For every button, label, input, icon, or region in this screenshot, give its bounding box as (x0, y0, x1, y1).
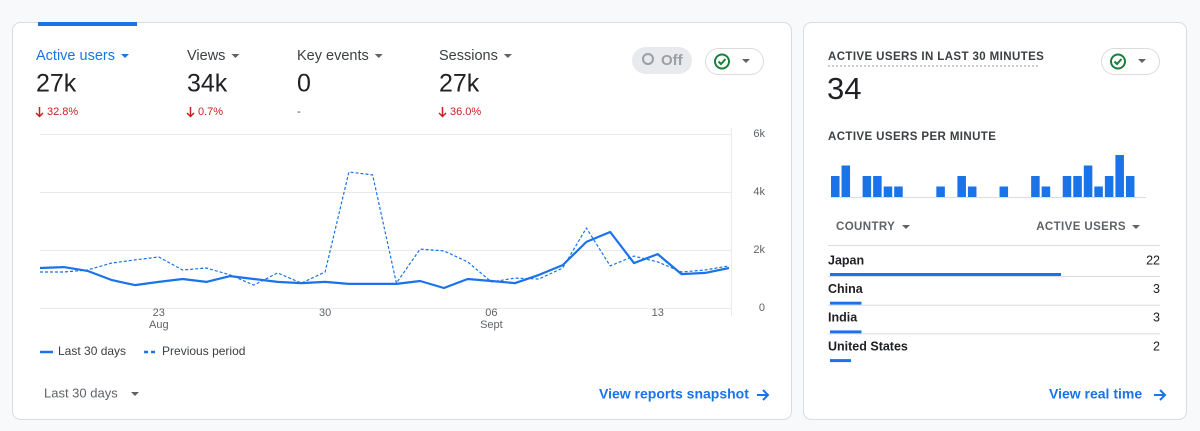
x-tick-label: 30 (319, 307, 331, 319)
metric-label[interactable]: Active users (36, 48, 115, 64)
dropdown-arrow (1138, 59, 1146, 63)
y-tick-label: 2k (753, 244, 765, 256)
bar (1094, 186, 1103, 197)
bar (831, 176, 840, 197)
metric-label[interactable]: Views (187, 48, 225, 64)
period-selector[interactable]: Last 30 days (44, 385, 118, 400)
metric-change: - (297, 106, 301, 118)
check-mark (717, 58, 727, 66)
y-tick-label: 6k (753, 128, 765, 140)
dropdown-arrow (120, 54, 129, 58)
country-value: 3 (1153, 311, 1160, 325)
metric-change: 32.8% (47, 106, 78, 118)
country-value: 3 (1153, 282, 1160, 296)
country-name: United States (828, 339, 908, 353)
country-name: China (828, 282, 864, 296)
realtime-card (803, 22, 1187, 420)
metric-change: 36.0% (450, 106, 481, 118)
bar (957, 176, 966, 197)
bar (894, 186, 903, 197)
link-arrow (1154, 389, 1167, 401)
per-minute-title: ACTIVE USERS PER MINUTE (828, 131, 996, 143)
bar (841, 165, 851, 197)
reports-link[interactable]: View reports snapshot (599, 386, 749, 402)
table-header[interactable]: COUNTRY (836, 221, 895, 233)
bar (1104, 176, 1114, 197)
y-tick-label: 0 (759, 302, 765, 314)
bar (936, 186, 945, 197)
country-value: 2 (1153, 339, 1160, 353)
country-value: 22 (1146, 253, 1160, 267)
badge-icon (642, 53, 654, 65)
x-tick-label: 06 (485, 307, 497, 319)
bar (999, 186, 1009, 197)
dropdown-arrow (374, 54, 383, 58)
bar (1062, 176, 1072, 197)
metric-value: 0 (297, 70, 311, 98)
country-name: India (828, 311, 858, 325)
country-name: Japan (828, 253, 864, 267)
table-header[interactable]: ACTIVE USERS (1036, 221, 1126, 233)
x-tick-month: Aug (149, 319, 169, 331)
check-icon (714, 53, 730, 70)
check-mark (1113, 58, 1123, 66)
bar (1115, 155, 1124, 197)
off-label: Off (661, 52, 684, 69)
bar (1041, 186, 1051, 197)
country-bar (830, 301, 862, 305)
bar (862, 176, 872, 197)
link-arrow (757, 389, 770, 401)
down-arrow (438, 107, 447, 118)
country-bar (830, 273, 1061, 276)
metric-label[interactable]: Key events (297, 48, 369, 64)
dropdown-arrow (1132, 225, 1140, 229)
bar (1083, 165, 1093, 197)
realtime-link[interactable]: View real time (1049, 386, 1142, 402)
down-arrow (35, 107, 44, 118)
y-tick-label: 4k (753, 186, 765, 198)
country-bar (830, 359, 851, 363)
bar (883, 186, 893, 197)
bar (1031, 176, 1040, 197)
active-tab-indicator (38, 22, 137, 26)
bar (967, 186, 977, 197)
overview-card (12, 22, 792, 420)
metric-value: 27k (439, 70, 480, 98)
dropdown-arrow (131, 392, 139, 396)
dropdown-arrow (902, 225, 910, 229)
series-line (40, 171, 730, 286)
check-icon (1110, 53, 1126, 70)
realtime-title: ACTIVE USERS IN LAST 30 MINUTES (828, 51, 1044, 63)
metric-value: 34k (187, 70, 228, 98)
dropdown-arrow (231, 54, 240, 58)
down-arrow (186, 107, 195, 118)
legend-label: Previous period (162, 344, 245, 358)
bar (1125, 176, 1135, 197)
legend-label: Last 30 days (58, 344, 126, 358)
bar (1073, 176, 1082, 197)
x-tick-label: 13 (652, 307, 664, 319)
bar (873, 176, 882, 197)
series-line (39, 230, 730, 290)
x-tick-label: 23 (153, 307, 165, 319)
realtime-value: 34 (827, 71, 861, 106)
metric-value: 27k (36, 70, 77, 98)
x-tick-month: Sept (480, 319, 503, 331)
country-bar (830, 330, 862, 334)
metric-change: 0.7% (198, 106, 223, 118)
metric-label[interactable]: Sessions (439, 48, 498, 64)
dropdown-arrow (503, 54, 512, 58)
dropdown-arrow (742, 59, 750, 63)
